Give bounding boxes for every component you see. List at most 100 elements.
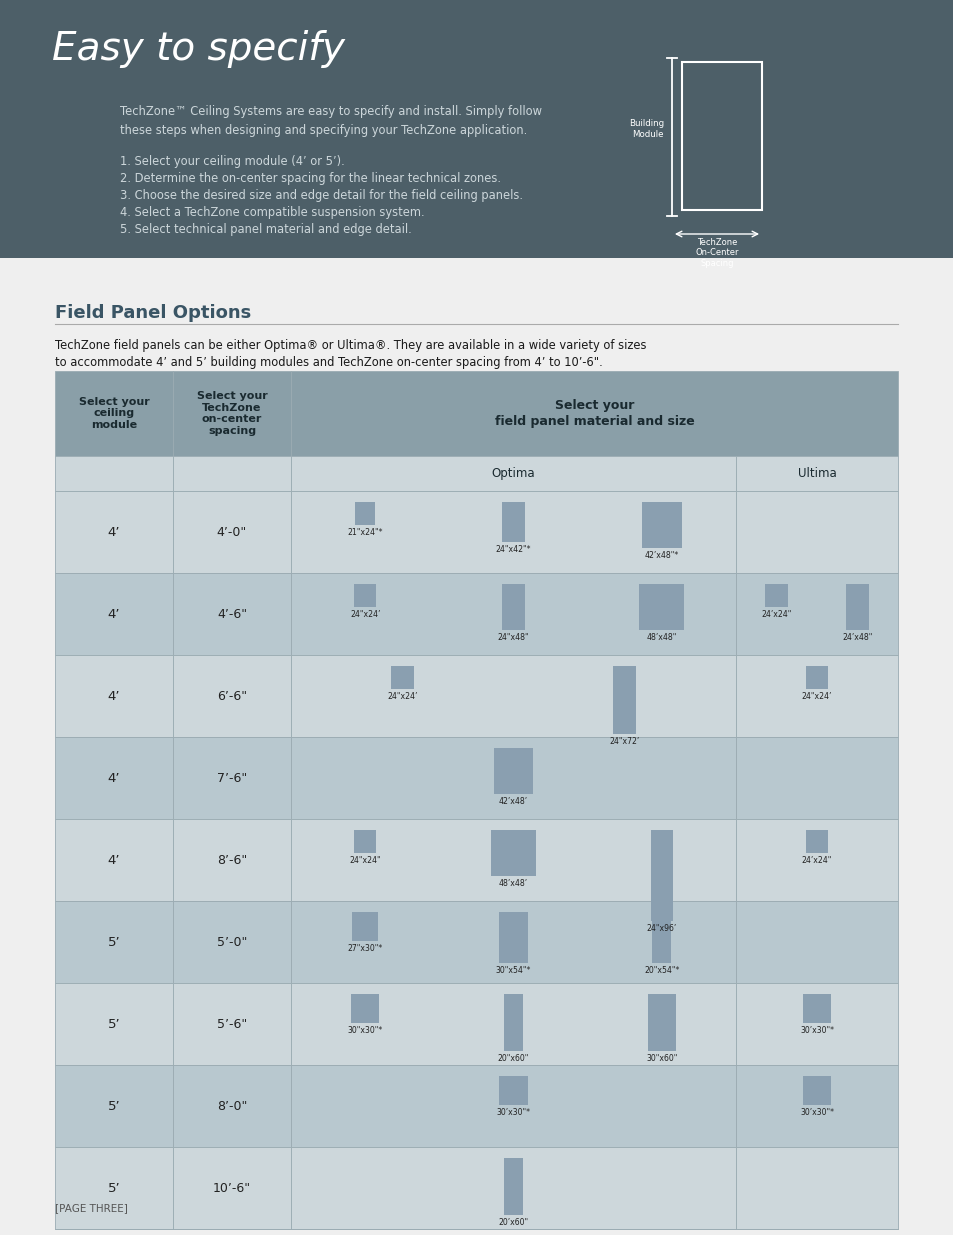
Bar [0, 0, 953, 258]
Text: 8’-0": 8’-0" [216, 1099, 247, 1113]
Text: 24"x96’: 24"x96’ [646, 924, 677, 932]
Bar [354, 830, 376, 853]
Text: 4’-6": 4’-6" [216, 608, 247, 620]
Bar [172, 456, 291, 492]
Bar [291, 983, 735, 1065]
Bar [641, 503, 680, 547]
Text: TechZone
On-Center
Spacing: TechZone On-Center Spacing [695, 238, 738, 268]
Bar [735, 655, 897, 737]
Bar [735, 819, 897, 902]
Bar [172, 902, 291, 983]
Bar [639, 584, 683, 630]
Bar [291, 1147, 735, 1229]
Text: 24"x42"*: 24"x42"* [496, 545, 531, 555]
Text: 4’: 4’ [108, 689, 120, 703]
Bar [354, 584, 376, 608]
Text: 5’: 5’ [108, 1018, 120, 1030]
Text: 5’: 5’ [108, 1099, 120, 1113]
Bar [172, 370, 291, 456]
Bar [291, 655, 735, 737]
Bar [735, 902, 897, 983]
Text: 30’x30"*: 30’x30"* [800, 1025, 833, 1035]
Text: 20"x60": 20"x60" [497, 1053, 529, 1063]
Bar [172, 492, 291, 573]
Text: 24"x72’: 24"x72’ [609, 737, 639, 746]
Bar [172, 819, 291, 902]
Text: [PAGE THREE]: [PAGE THREE] [55, 1203, 128, 1213]
Text: 20’x60": 20’x60" [497, 1218, 528, 1226]
Bar [735, 1147, 897, 1229]
Bar [501, 503, 524, 542]
Bar [291, 1065, 735, 1147]
Bar [172, 1147, 291, 1229]
Bar [55, 819, 172, 902]
Bar [172, 983, 291, 1065]
Text: 42’x48’: 42’x48’ [498, 797, 528, 805]
Text: 4’: 4’ [108, 772, 120, 784]
Bar [55, 983, 172, 1065]
Text: 24"x48": 24"x48" [497, 632, 529, 641]
Text: 30"x30"*: 30"x30"* [347, 1025, 382, 1035]
Text: TechZone field panels can be either Optima® or Ultima®. They are available in a : TechZone field panels can be either Opti… [55, 338, 646, 352]
Bar [650, 830, 673, 920]
Bar [845, 584, 868, 630]
Text: 3. Choose the desired size and edge detail for the field ceiling panels.: 3. Choose the desired size and edge deta… [120, 189, 522, 203]
Bar [172, 655, 291, 737]
Bar [291, 573, 735, 655]
Bar [55, 492, 172, 573]
Bar [55, 1065, 172, 1147]
Text: 20"x54"*: 20"x54"* [643, 966, 679, 976]
Text: these steps when designing and specifying your TechZone application.: these steps when designing and specifyin… [120, 124, 527, 137]
Bar [503, 994, 522, 1051]
Bar [652, 913, 671, 963]
Bar [55, 737, 172, 819]
Bar [355, 503, 375, 525]
Bar [735, 573, 897, 655]
Text: 24’x24": 24’x24" [801, 856, 831, 864]
Text: 30’x30"*: 30’x30"* [496, 1108, 530, 1116]
Text: 7’-6": 7’-6" [216, 772, 247, 784]
Text: Optima: Optima [491, 467, 535, 480]
Text: 2. Determine the on-center spacing for the linear technical zones.: 2. Determine the on-center spacing for t… [120, 172, 500, 185]
Text: to accommodate 4’ and 5’ building modules and TechZone on-center spacing from 4’: to accommodate 4’ and 5’ building module… [55, 356, 602, 369]
Text: 5’-0": 5’-0" [216, 935, 247, 948]
Bar [291, 819, 735, 902]
Text: 4’: 4’ [108, 608, 120, 620]
Bar [172, 573, 291, 655]
Bar [764, 584, 787, 608]
Bar [735, 1065, 897, 1147]
Text: 10’-6": 10’-6" [213, 1182, 251, 1194]
Bar [55, 655, 172, 737]
Text: TechZone™ Ceiling Systems are easy to specify and install. Simply follow: TechZone™ Ceiling Systems are easy to sp… [120, 105, 541, 119]
Bar [391, 667, 413, 689]
Text: 21"x24"*: 21"x24"* [347, 529, 382, 537]
Bar [291, 370, 897, 456]
Text: 42’x48"*: 42’x48"* [644, 551, 679, 559]
Text: 4’: 4’ [108, 853, 120, 867]
Text: 1. Select your ceiling module (4’ or 5’).: 1. Select your ceiling module (4’ or 5’)… [120, 156, 344, 168]
Text: 27"x30"*: 27"x30"* [347, 944, 382, 952]
Bar [291, 902, 735, 983]
Text: 24"x24’: 24"x24’ [801, 692, 831, 701]
Bar [802, 994, 830, 1023]
Text: 48’x48’: 48’x48’ [498, 878, 528, 888]
Bar [647, 994, 676, 1051]
Text: Select your
ceiling
module: Select your ceiling module [78, 396, 150, 430]
Bar [805, 667, 827, 689]
Text: 4’: 4’ [108, 526, 120, 538]
Bar [491, 830, 536, 876]
Bar [172, 737, 291, 819]
Bar [681, 62, 761, 210]
Text: 48’x48": 48’x48" [646, 632, 677, 641]
Bar [352, 913, 377, 941]
Bar [805, 830, 827, 853]
Text: 24"x24’: 24"x24’ [350, 610, 380, 619]
Text: Ultima: Ultima [797, 467, 836, 480]
Bar [291, 492, 735, 573]
Bar [613, 667, 636, 734]
Text: 4’-0": 4’-0" [216, 526, 247, 538]
Bar [735, 983, 897, 1065]
Bar [291, 737, 735, 819]
Text: 24"x24’: 24"x24’ [387, 692, 417, 701]
Bar [55, 456, 172, 492]
